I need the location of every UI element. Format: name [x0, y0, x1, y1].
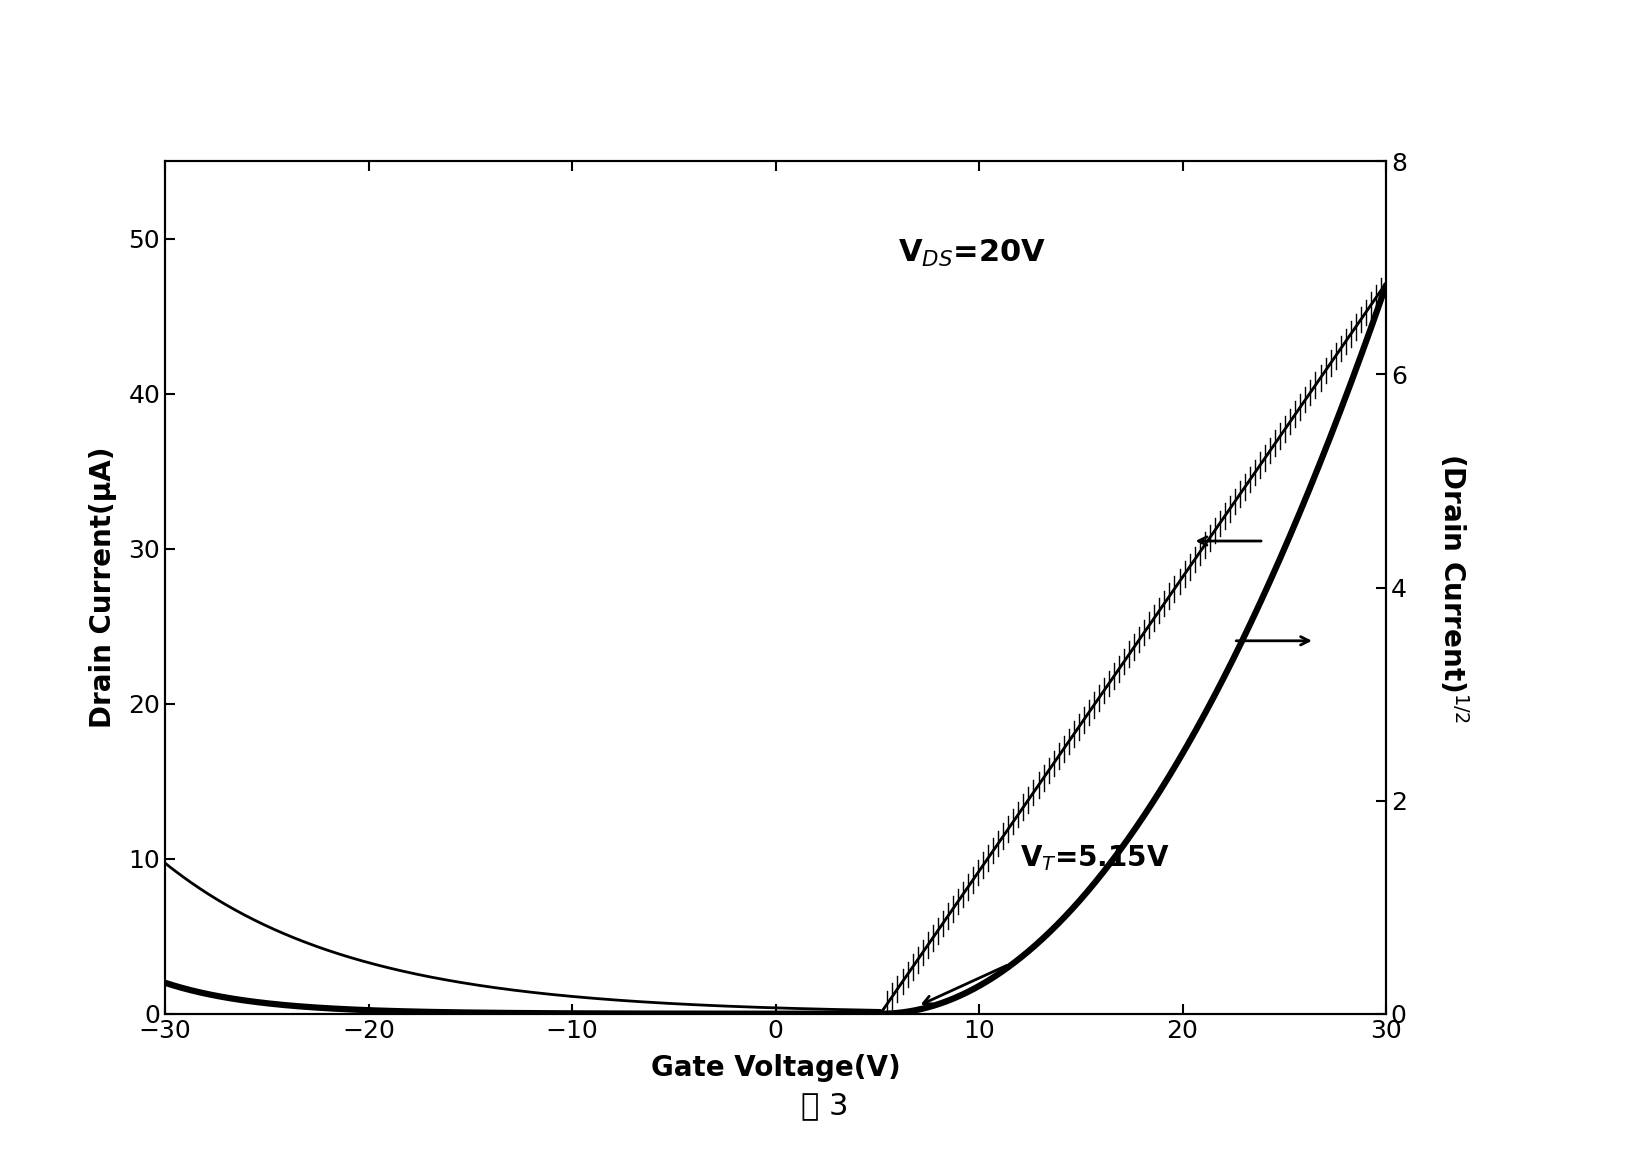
- Text: 图 3: 图 3: [802, 1091, 848, 1121]
- Y-axis label: (Drain Current)$^{1/2}$: (Drain Current)$^{1/2}$: [1437, 453, 1470, 722]
- Text: V$_{DS}$=20V: V$_{DS}$=20V: [898, 238, 1046, 270]
- X-axis label: Gate Voltage(V): Gate Voltage(V): [650, 1054, 901, 1082]
- Text: V$_{T}$=5.15V: V$_{T}$=5.15V: [1020, 843, 1170, 873]
- Y-axis label: Drain Current(μA): Drain Current(μA): [89, 447, 117, 728]
